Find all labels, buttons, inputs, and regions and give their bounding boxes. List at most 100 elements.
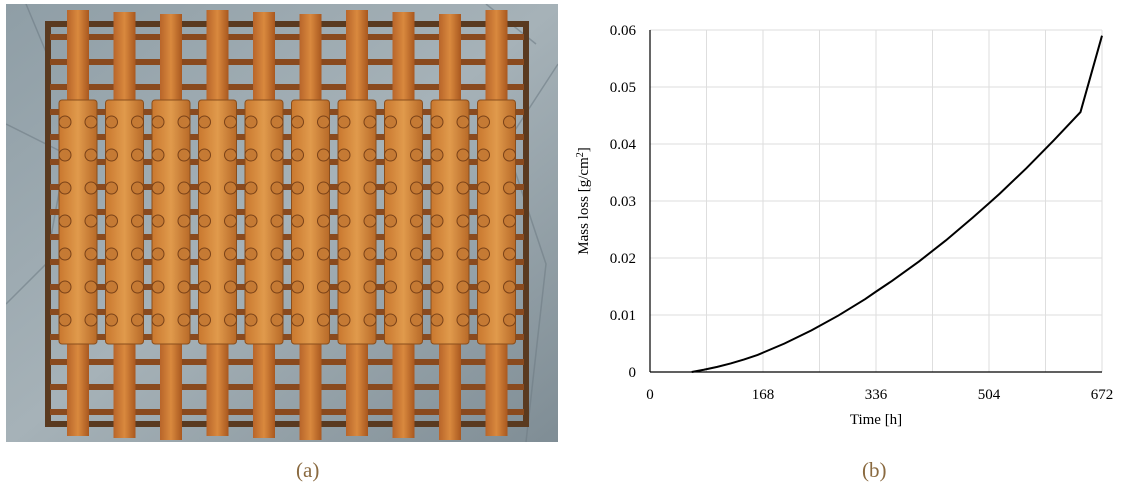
rack-bar <box>50 259 524 265</box>
bolt <box>177 115 191 129</box>
specimen <box>291 14 330 440</box>
bolt <box>337 247 351 261</box>
bolt <box>58 247 72 261</box>
bolt <box>198 181 211 195</box>
rack-bar <box>50 384 524 390</box>
bolt <box>151 148 165 162</box>
bolt <box>291 280 304 294</box>
bolt <box>84 313 98 327</box>
bolt <box>105 181 118 195</box>
bolt <box>477 280 490 294</box>
bolt <box>151 115 165 129</box>
bolt <box>456 214 470 228</box>
chart-svg: 0 0.01 0.02 0.03 0.04 0.05 0.06 0 168 336 504 672 T… <box>575 23 1114 428</box>
y-tick-label: 0 <box>629 365 637 381</box>
bolt <box>151 214 165 228</box>
bolt <box>337 148 351 162</box>
bolt <box>198 115 211 129</box>
bolt <box>224 280 237 294</box>
bolt <box>363 214 377 228</box>
bolt <box>477 115 490 129</box>
bolt <box>151 280 165 294</box>
bolt <box>291 214 304 228</box>
panel-a-label: (a) <box>296 458 320 482</box>
bolt <box>131 115 144 129</box>
bolt <box>270 181 284 195</box>
rack-bar <box>50 334 524 340</box>
bolt <box>84 181 98 195</box>
bolt <box>224 181 237 195</box>
rack-bar <box>50 134 524 140</box>
bolt <box>131 247 144 261</box>
bolt <box>503 280 516 294</box>
specimen <box>58 10 98 436</box>
bolt <box>363 181 377 195</box>
bolt <box>317 280 330 294</box>
rack-bar <box>50 284 524 290</box>
bolt <box>384 148 397 162</box>
bolt <box>384 280 397 294</box>
bolt <box>177 148 191 162</box>
bolt <box>410 115 423 129</box>
y-tick-label: 0.06 <box>610 23 637 39</box>
bolt <box>477 181 490 195</box>
bolt <box>430 115 444 129</box>
bolt <box>430 148 444 162</box>
bolt <box>84 214 98 228</box>
specimen <box>337 10 377 436</box>
specimens <box>58 10 516 440</box>
y-tick-label: 0.02 <box>610 251 636 267</box>
bolt <box>410 214 423 228</box>
specimen <box>430 14 470 440</box>
bolt <box>198 148 211 162</box>
bolt <box>363 313 377 327</box>
bolt <box>337 280 351 294</box>
y-tick-label: 0.04 <box>610 137 637 153</box>
bolt <box>224 115 237 129</box>
bolt <box>244 247 258 261</box>
x-tick-label: 168 <box>752 387 775 403</box>
bolt <box>177 280 191 294</box>
specimen <box>477 10 516 436</box>
bolt <box>224 247 237 261</box>
bolt <box>224 214 237 228</box>
bolt <box>456 313 470 327</box>
bolt <box>317 181 330 195</box>
bolt <box>244 214 258 228</box>
bolt <box>291 313 304 327</box>
bolt <box>456 280 470 294</box>
bolt <box>84 148 98 162</box>
bolt <box>337 313 351 327</box>
bolt <box>151 181 165 195</box>
bolt <box>58 214 72 228</box>
y-tick-label: 0.01 <box>610 308 636 324</box>
rack-bar <box>50 59 524 65</box>
bolt <box>410 280 423 294</box>
bolt <box>477 148 490 162</box>
specimen <box>105 12 144 438</box>
bolt <box>131 280 144 294</box>
bolt <box>105 148 118 162</box>
bolt <box>503 148 516 162</box>
bolt <box>177 214 191 228</box>
bolt <box>131 214 144 228</box>
rack-bar <box>50 159 524 165</box>
bolt <box>224 313 237 327</box>
bolt <box>58 181 72 195</box>
rack-bar <box>50 109 524 115</box>
bolt <box>84 115 98 129</box>
bolt <box>244 148 258 162</box>
bolt <box>270 115 284 129</box>
rack-bar <box>50 359 524 365</box>
rack-bar <box>50 34 524 40</box>
bolt <box>105 313 118 327</box>
bolt <box>270 247 284 261</box>
specimen-photo <box>6 4 558 442</box>
bolt <box>198 313 211 327</box>
bolt <box>430 280 444 294</box>
bolt <box>317 247 330 261</box>
bolt <box>503 313 516 327</box>
y-axis-label-sup: 2 <box>575 152 586 157</box>
bolt <box>270 148 284 162</box>
bolt <box>456 115 470 129</box>
